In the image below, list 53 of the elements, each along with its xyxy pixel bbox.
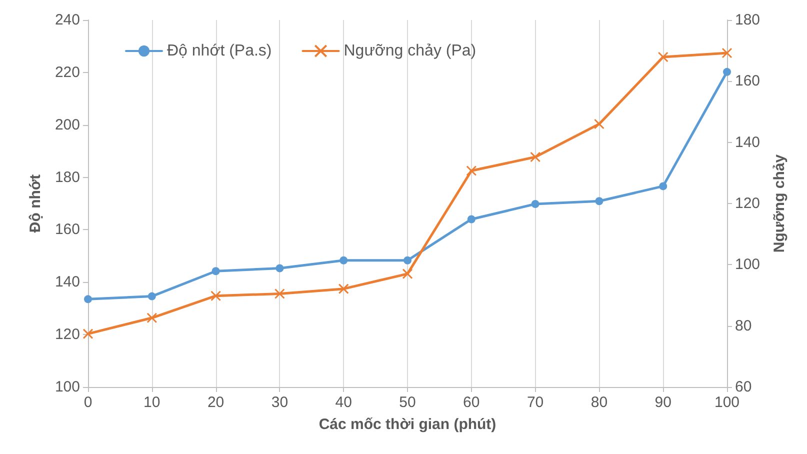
y-tick-label: 240 (54, 12, 80, 28)
y2-tick-label: 100 (735, 256, 760, 274)
x-tick-label: 0 (84, 394, 92, 411)
point (146, 312, 158, 324)
x-tick-label: 50 (399, 394, 416, 411)
point (84, 295, 92, 304)
point (148, 292, 156, 300)
y-tick-label: 120 (54, 326, 80, 344)
legend-label: Độ nhớt (Pa.s) (167, 42, 272, 60)
point (530, 152, 541, 162)
point (659, 182, 668, 190)
point (531, 200, 540, 208)
x-axis-title: Các mốc thời gian (phút) (318, 416, 496, 433)
point (212, 267, 220, 276)
point (723, 68, 731, 76)
x-tick-label: 60 (463, 394, 480, 411)
x-tick-label: 70 (526, 394, 544, 411)
y2-tick-label: 60 (735, 378, 752, 396)
y2-tick-label: 180 (735, 12, 760, 28)
y2-axis-title: Ngưỡng chảy (771, 154, 788, 253)
point (466, 166, 477, 176)
point (274, 288, 285, 299)
point (82, 328, 94, 340)
point (722, 48, 732, 58)
x-tick-label: 100 (714, 394, 740, 411)
x-tick-label: 10 (144, 394, 160, 411)
x-tick-label: 90 (654, 394, 672, 411)
y2-tick-label: 80 (735, 317, 752, 334)
point (467, 215, 476, 224)
point (276, 264, 284, 272)
y-tick-label: 180 (54, 168, 80, 186)
y-axis-title: Độ nhớt (27, 174, 44, 233)
y-tick-label: 220 (54, 64, 80, 81)
x-tick-label: 40 (335, 394, 352, 411)
y-tick-label: 100 (54, 378, 80, 396)
y2-tick-label: 120 (735, 195, 760, 212)
point (658, 52, 668, 62)
point (594, 118, 604, 130)
point (595, 197, 604, 206)
point (340, 256, 348, 264)
y2-tick-label: 140 (735, 134, 760, 151)
y-tick-label: 140 (54, 274, 80, 291)
point (338, 284, 349, 294)
y-tick-label: 200 (54, 116, 80, 134)
x-tick-label: 30 (271, 394, 288, 411)
x-tick-label: 80 (590, 394, 608, 411)
x-tick-label: 20 (207, 394, 224, 411)
point (404, 256, 412, 264)
point (402, 268, 413, 280)
y-tick-label: 160 (54, 221, 80, 238)
legend-label: Ngưỡng chảy (Pa) (344, 42, 476, 60)
y2-tick-label: 160 (735, 72, 760, 90)
point (210, 290, 222, 302)
